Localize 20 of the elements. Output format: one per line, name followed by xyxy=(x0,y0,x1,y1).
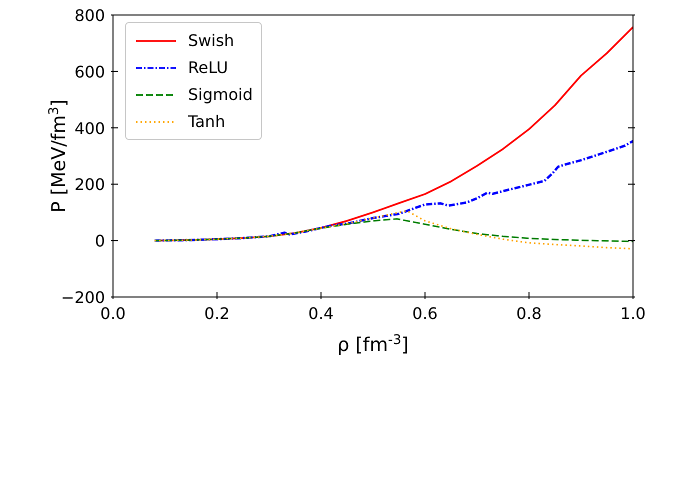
y-tick-label: 600 xyxy=(74,62,105,82)
line-series xyxy=(154,218,633,242)
legend-label: Tanh xyxy=(188,112,226,131)
legend-label: Sigmoid xyxy=(188,85,253,104)
legend-label: Swish xyxy=(188,31,234,50)
x-tick-label: 0.0 xyxy=(100,304,126,323)
y-tick-label: 0 xyxy=(94,232,105,251)
x-tick-label: 0.4 xyxy=(308,304,334,323)
x-tick-label: 0.8 xyxy=(516,304,542,323)
x-tick-label: 1.0 xyxy=(620,304,646,323)
line-series xyxy=(153,140,633,242)
y-tick-label: 200 xyxy=(74,175,105,194)
y-tick-label: 400 xyxy=(74,118,105,138)
y-tick-label: −200 xyxy=(61,288,105,307)
y-tick-label: 800 xyxy=(74,6,105,25)
x-tick-label: 0.2 xyxy=(204,304,230,323)
legend-label: ReLU xyxy=(188,58,228,77)
x-tick-label: 0.6 xyxy=(412,304,438,323)
line-series xyxy=(154,210,633,250)
x-axis-title: ρ [fm$^{-3}$] xyxy=(337,332,409,356)
